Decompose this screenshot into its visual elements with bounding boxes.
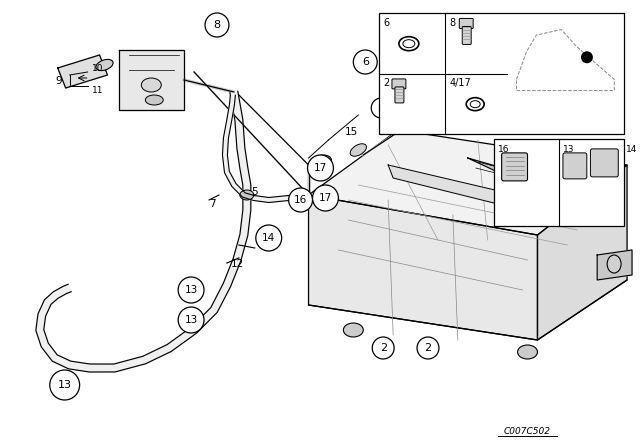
Ellipse shape <box>96 60 113 71</box>
FancyBboxPatch shape <box>460 18 473 28</box>
Ellipse shape <box>518 345 538 359</box>
Ellipse shape <box>240 190 254 200</box>
Ellipse shape <box>316 155 332 165</box>
Text: 13: 13 <box>184 315 198 325</box>
Polygon shape <box>388 165 543 215</box>
Polygon shape <box>390 105 413 120</box>
Circle shape <box>312 185 339 211</box>
Circle shape <box>353 50 377 74</box>
Text: 14: 14 <box>262 233 275 243</box>
Text: 8: 8 <box>449 18 456 28</box>
Text: 14: 14 <box>627 145 637 154</box>
Polygon shape <box>120 50 184 110</box>
Polygon shape <box>597 250 632 280</box>
Circle shape <box>289 188 312 212</box>
Circle shape <box>178 277 204 303</box>
Text: C007C502: C007C502 <box>504 427 551 436</box>
Circle shape <box>50 370 79 400</box>
Bar <box>493 139 624 226</box>
Text: 16: 16 <box>498 145 509 154</box>
Circle shape <box>205 13 229 37</box>
FancyBboxPatch shape <box>392 79 406 89</box>
Ellipse shape <box>344 323 364 337</box>
Text: 4/17: 4/17 <box>449 78 471 88</box>
Circle shape <box>178 307 204 333</box>
Circle shape <box>604 185 624 205</box>
Circle shape <box>552 205 563 215</box>
Text: 9: 9 <box>55 76 61 86</box>
Polygon shape <box>308 195 538 340</box>
FancyBboxPatch shape <box>395 87 404 103</box>
Text: 7: 7 <box>209 199 216 209</box>
Circle shape <box>581 51 593 63</box>
Circle shape <box>417 337 439 359</box>
FancyBboxPatch shape <box>462 26 471 44</box>
Text: 15: 15 <box>344 127 358 137</box>
Text: 6: 6 <box>362 57 369 67</box>
Text: 5: 5 <box>251 187 257 197</box>
Circle shape <box>372 337 394 359</box>
Text: 3: 3 <box>378 103 384 113</box>
Polygon shape <box>308 130 627 235</box>
Text: 13: 13 <box>58 380 72 390</box>
Text: 11: 11 <box>92 86 103 95</box>
Ellipse shape <box>145 95 163 105</box>
Text: 2: 2 <box>424 343 431 353</box>
Bar <box>379 13 624 134</box>
Circle shape <box>547 200 567 220</box>
Polygon shape <box>468 158 567 192</box>
FancyBboxPatch shape <box>591 149 618 177</box>
Text: 13: 13 <box>563 145 575 154</box>
Polygon shape <box>58 55 108 88</box>
Text: 4: 4 <box>424 90 431 100</box>
Ellipse shape <box>607 255 621 273</box>
Text: 16: 16 <box>294 195 307 205</box>
Polygon shape <box>36 91 251 372</box>
Ellipse shape <box>141 78 161 92</box>
Circle shape <box>256 225 282 251</box>
Circle shape <box>415 82 441 108</box>
Text: 2: 2 <box>383 78 389 88</box>
Text: 6: 6 <box>383 18 389 28</box>
Text: 17: 17 <box>319 193 332 203</box>
Text: 10: 10 <box>92 64 103 73</box>
Text: 8: 8 <box>213 20 221 30</box>
Circle shape <box>308 155 333 181</box>
Text: 2: 2 <box>380 343 387 353</box>
Text: 1: 1 <box>611 190 617 200</box>
Polygon shape <box>223 95 309 202</box>
Text: 13: 13 <box>184 285 198 295</box>
FancyBboxPatch shape <box>502 153 527 181</box>
Ellipse shape <box>350 144 367 156</box>
FancyBboxPatch shape <box>563 153 587 179</box>
Text: 12: 12 <box>231 259 244 269</box>
Text: 17: 17 <box>314 163 327 173</box>
Circle shape <box>371 98 391 118</box>
Polygon shape <box>538 165 627 340</box>
